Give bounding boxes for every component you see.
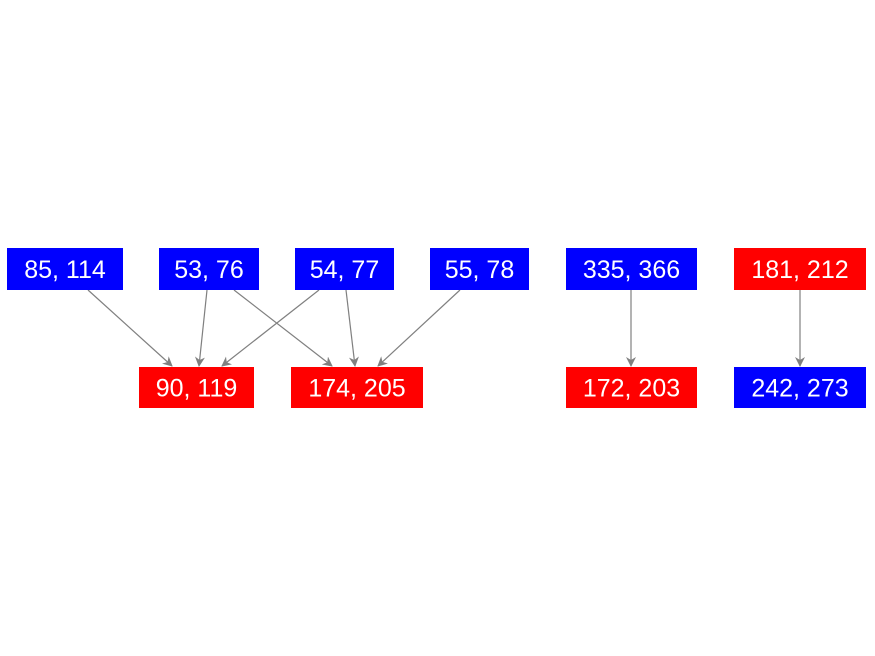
edge-n1-n7 xyxy=(87,289,173,367)
node-box xyxy=(566,367,697,408)
edge-n4-n8 xyxy=(377,289,461,367)
node-n4: 55, 78 xyxy=(430,248,529,290)
node-n3: 54, 77 xyxy=(295,248,394,290)
node-n5: 335, 366 xyxy=(566,248,697,290)
node-box xyxy=(7,248,123,290)
node-label: 53, 76 xyxy=(174,256,244,284)
node-box xyxy=(734,248,866,290)
node-box xyxy=(291,367,423,408)
node-n2: 53, 76 xyxy=(159,248,259,290)
node-box xyxy=(159,248,259,290)
edge-n2-n7 xyxy=(194,289,208,367)
node-label: 335, 366 xyxy=(583,256,680,284)
node-box xyxy=(139,367,254,408)
node-box xyxy=(430,248,529,290)
edge-n2-n8 xyxy=(233,289,333,367)
node-label: 85, 114 xyxy=(24,256,106,284)
node-n10: 242, 273 xyxy=(734,367,866,408)
node-n9: 172, 203 xyxy=(566,367,697,408)
edge-n3-n8 xyxy=(345,289,359,367)
edge-n3-n7 xyxy=(221,289,320,367)
node-box xyxy=(734,367,866,408)
node-label: 54, 77 xyxy=(310,256,380,284)
node-label: 242, 273 xyxy=(751,375,848,403)
node-label: 90, 119 xyxy=(156,375,238,403)
node-label: 181, 212 xyxy=(751,256,848,284)
node-box xyxy=(566,248,697,290)
node-n7: 90, 119 xyxy=(139,367,254,408)
node-label: 174, 205 xyxy=(308,375,405,403)
node-n1: 85, 114 xyxy=(7,248,123,290)
node-label: 172, 203 xyxy=(583,375,680,403)
node-n8: 174, 205 xyxy=(291,367,423,408)
node-box xyxy=(295,248,394,290)
node-n6: 181, 212 xyxy=(734,248,866,290)
node-label: 55, 78 xyxy=(445,256,515,284)
